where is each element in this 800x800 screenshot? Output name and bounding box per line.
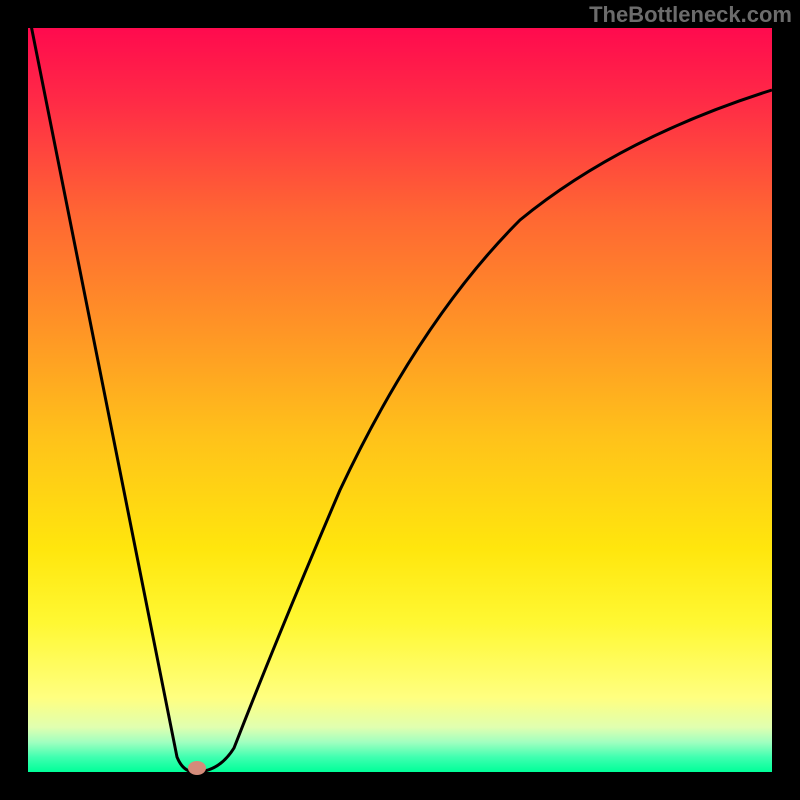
watermark-text: TheBottleneck.com [589,2,792,28]
optimum-marker [188,761,206,775]
chart-background [28,28,772,772]
bottleneck-chart: TheBottleneck.com [0,0,800,800]
chart-border-bottom [0,772,800,800]
chart-border-left [0,0,28,800]
chart-svg [0,0,800,800]
chart-border-right [772,0,800,800]
